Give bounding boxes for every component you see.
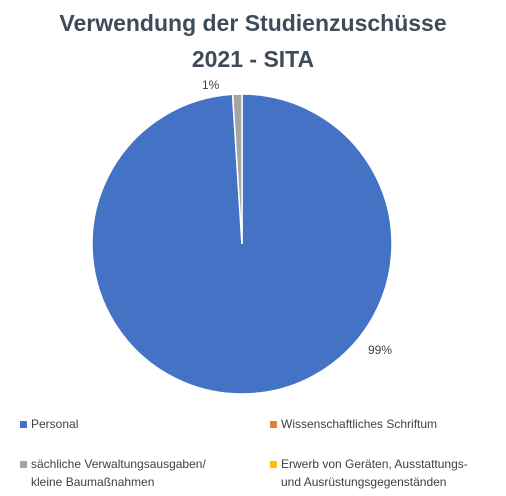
legend-label-geraete-line2: und Ausrüstungsgegenständen [281, 475, 447, 489]
legend-swatch-schriftum [270, 421, 277, 428]
data-label-personal: 99% [368, 343, 393, 357]
legend-label-schriftum: Wissenschaftliches Schriftum [281, 417, 438, 431]
pie-slice-sächliche-verwaltungsausgaben-kleine-baumaßnahmen [231, 93, 243, 245]
legend-swatch-personal [20, 421, 27, 428]
data-label-verwaltung: 1% [202, 78, 220, 92]
legend-label-geraete-line1: Erwerb von Geräten, Ausstattungs- [281, 457, 468, 471]
legend-label-verwaltung-line1: sächliche Verwaltungsausgaben/ [31, 457, 206, 471]
legend-label-personal: Personal [31, 417, 79, 431]
chart-title: Verwendung der Studienzuschüsse [59, 10, 447, 36]
chart-subtitle: 2021 - SITA [191, 46, 315, 72]
legend-swatch-geraete [270, 461, 277, 468]
legend-swatch-verwaltung [20, 461, 27, 468]
legend-label-verwaltung-line2: kleine Baumaßnahmen [31, 475, 155, 489]
